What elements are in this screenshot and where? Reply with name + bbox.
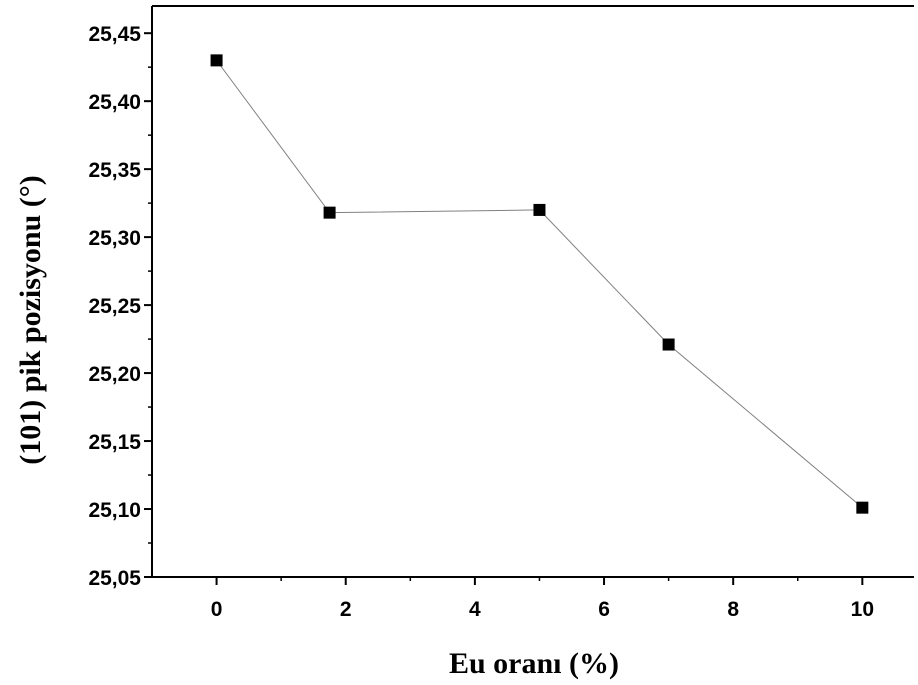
- data-point: [533, 203, 546, 216]
- y-tick-label: 25,45: [88, 23, 141, 46]
- axes: [151, 5, 914, 578]
- x-tick-label: 0: [211, 598, 223, 621]
- data-point: [662, 338, 675, 351]
- x-axis-label: Eu oranı (%): [449, 647, 619, 680]
- data-point: [323, 206, 336, 219]
- x-tick-label: 2: [340, 598, 352, 621]
- data-point: [856, 501, 869, 514]
- x-tick-label: 10: [851, 598, 874, 621]
- y-axis-label: (101) pik pozisyonu (°): [14, 175, 47, 465]
- series-line: [216, 60, 863, 509]
- y-tick-label: 25,05: [88, 567, 141, 590]
- x-tick-label: 8: [727, 598, 739, 621]
- x-tick-label: 4: [469, 598, 481, 621]
- y-tick-label: 25,40: [88, 91, 141, 114]
- y-tick-label: 25,35: [88, 159, 141, 182]
- y-tick-label: 25,30: [88, 227, 141, 250]
- x-tick-label: 6: [598, 598, 610, 621]
- y-axis-ticks: 25,05 25,10 25,15 25,20 25,25 25,30 25,35 25,40…: [88, 23, 152, 590]
- y-tick-label: 25,25: [88, 295, 141, 318]
- data-point: [210, 54, 223, 67]
- y-tick-label: 25,20: [88, 363, 141, 386]
- data-series: [210, 54, 869, 514]
- y-tick-label: 25,10: [88, 499, 141, 522]
- y-tick-label: 25,15: [88, 431, 141, 454]
- x-axis-ticks: 0 2 4 6 8 10: [211, 577, 874, 621]
